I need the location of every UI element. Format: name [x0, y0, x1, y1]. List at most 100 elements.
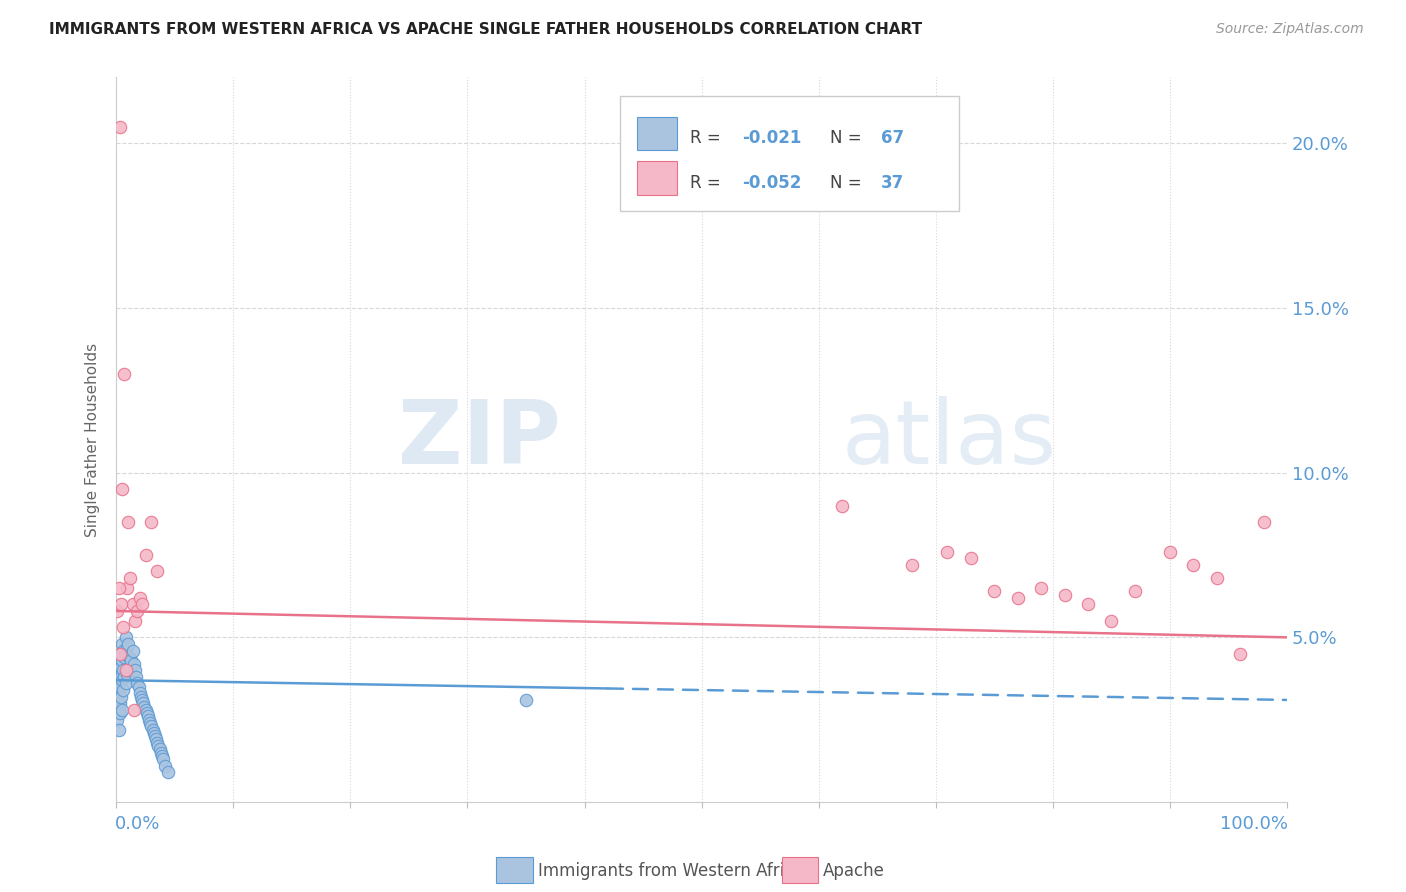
Point [114, 676, 136, 690]
Text: 37: 37 [880, 174, 904, 192]
Point [112, 663, 135, 677]
Point [115, 581, 138, 595]
Point [122, 703, 145, 717]
Point [107, 670, 129, 684]
Point [118, 650, 141, 665]
Point [901, 558, 924, 572]
Point [135, 703, 157, 717]
Point [114, 670, 136, 684]
Point [121, 643, 143, 657]
Point [107, 663, 129, 677]
Point [131, 598, 153, 612]
Text: N =: N = [831, 174, 868, 192]
Point [156, 765, 179, 780]
Point [107, 723, 129, 737]
Point [112, 620, 135, 634]
FancyBboxPatch shape [637, 117, 678, 150]
Text: IMMIGRANTS FROM WESTERN AFRICA VS APACHE SINGLE FATHER HOUSEHOLDS CORRELATION CH: IMMIGRANTS FROM WESTERN AFRICA VS APACHE… [49, 22, 922, 37]
Text: -0.052: -0.052 [742, 174, 801, 192]
Point [117, 637, 139, 651]
Text: R =: R = [690, 128, 725, 146]
Point [1053, 588, 1076, 602]
Point [107, 680, 129, 694]
Point [1159, 545, 1181, 559]
Point [121, 653, 143, 667]
Point [108, 680, 131, 694]
Point [127, 604, 149, 618]
Text: Source: ZipAtlas.com: Source: ZipAtlas.com [1216, 22, 1364, 37]
Point [114, 650, 136, 665]
Point [108, 657, 131, 671]
Point [107, 581, 129, 595]
Point [138, 713, 160, 727]
Point [143, 729, 166, 743]
Point [108, 120, 131, 134]
Text: 67: 67 [880, 128, 904, 146]
Point [108, 670, 131, 684]
Point [1077, 598, 1099, 612]
Point [114, 367, 136, 381]
Point [111, 673, 134, 688]
Point [1205, 571, 1227, 585]
Point [135, 706, 157, 720]
Text: Apache: Apache [823, 862, 884, 880]
Point [111, 637, 134, 651]
Point [120, 660, 142, 674]
Point [936, 545, 959, 559]
Text: R =: R = [690, 174, 725, 192]
Point [110, 670, 132, 684]
Point [515, 693, 537, 707]
Text: 100.0%: 100.0% [1220, 815, 1288, 833]
Point [831, 499, 853, 513]
Point [124, 614, 146, 628]
Point [149, 746, 172, 760]
Point [131, 693, 153, 707]
Point [142, 726, 165, 740]
Text: ZIP: ZIP [398, 396, 561, 483]
Point [110, 690, 132, 704]
Point [128, 680, 150, 694]
Point [117, 663, 139, 677]
Point [1182, 558, 1205, 572]
Point [983, 584, 1005, 599]
Y-axis label: Single Father Households: Single Father Households [86, 343, 100, 537]
Point [146, 565, 169, 579]
Point [111, 482, 134, 496]
Point [155, 759, 177, 773]
Point [148, 739, 170, 753]
Point [141, 515, 163, 529]
Point [150, 748, 173, 763]
Point [1029, 581, 1052, 595]
Point [107, 686, 129, 700]
Point [117, 515, 139, 529]
Point [128, 686, 150, 700]
Point [111, 703, 134, 717]
Point [115, 640, 138, 655]
Point [112, 643, 135, 657]
Point [114, 663, 136, 677]
Point [107, 670, 129, 684]
Point [1253, 515, 1275, 529]
Point [960, 551, 983, 566]
Point [136, 709, 159, 723]
Point [129, 690, 152, 704]
Point [110, 660, 132, 674]
Point [112, 683, 135, 698]
Point [122, 657, 145, 671]
Point [141, 719, 163, 733]
Point [107, 604, 129, 618]
FancyBboxPatch shape [620, 95, 959, 211]
Point [107, 703, 129, 717]
Point [142, 723, 165, 737]
Text: -0.021: -0.021 [742, 128, 801, 146]
Point [110, 598, 132, 612]
Point [125, 670, 148, 684]
Point [114, 631, 136, 645]
Point [135, 548, 157, 562]
Point [111, 653, 134, 667]
Point [108, 706, 131, 720]
Point [120, 571, 142, 585]
Point [127, 676, 149, 690]
Point [146, 736, 169, 750]
Point [139, 716, 162, 731]
